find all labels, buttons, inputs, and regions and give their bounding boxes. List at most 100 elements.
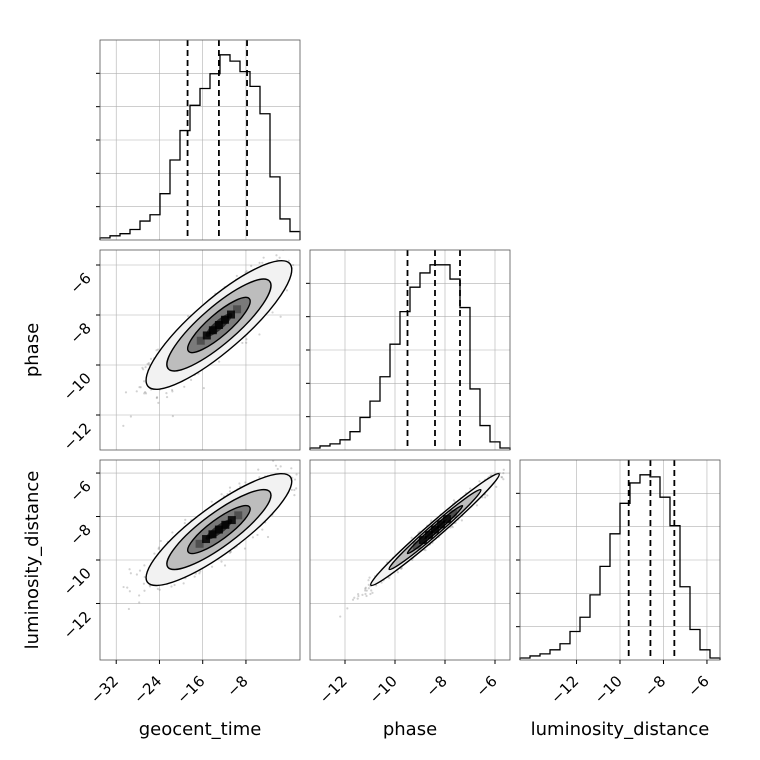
density-bin xyxy=(214,321,223,329)
scatter-point xyxy=(500,475,503,479)
scatter-point xyxy=(129,415,132,418)
scatter-point xyxy=(159,539,162,543)
scatter-point xyxy=(173,583,176,587)
histogram-phase xyxy=(306,249,511,451)
scatter-point xyxy=(267,241,269,243)
scatter-point xyxy=(135,573,138,576)
density-bin xyxy=(195,539,204,548)
scatter-point xyxy=(380,581,383,584)
scatter-point xyxy=(396,571,399,574)
y-tick-label-luminosity_distance: −6 xyxy=(66,477,94,505)
scatter-point xyxy=(346,607,349,610)
scatter-point xyxy=(357,594,360,598)
scatter-point xyxy=(361,593,364,596)
scatter-point xyxy=(126,586,129,589)
scatter-point xyxy=(146,362,149,366)
scatter-point xyxy=(139,386,142,389)
scatter-point xyxy=(124,391,128,394)
y-tick-label-phase: −12 xyxy=(60,419,95,454)
y-tick-label-luminosity_distance: −10 xyxy=(60,564,95,599)
scatter-point xyxy=(295,487,298,490)
scatter-point xyxy=(303,459,305,461)
scatter-point xyxy=(486,494,489,497)
density-bin xyxy=(227,310,236,319)
x-tick-label-luminosity_distance: −10 xyxy=(591,672,626,707)
scatter-point xyxy=(502,478,505,481)
y-axis-label-luminosity_distance: luminosity_distance xyxy=(22,471,43,650)
panel-frame xyxy=(99,249,301,451)
scatter-point xyxy=(295,473,298,476)
scatter-point xyxy=(220,560,223,563)
scatter-point xyxy=(307,258,309,260)
density-bin xyxy=(443,515,452,524)
scatter-point xyxy=(279,315,282,318)
scatter-point xyxy=(261,528,264,531)
scatter-point xyxy=(171,390,174,393)
scatter-point xyxy=(235,274,238,278)
density-bin xyxy=(418,536,427,545)
scatter-point xyxy=(187,315,190,318)
scatter-point xyxy=(293,494,296,497)
scatter-point xyxy=(143,564,146,567)
scatter-point xyxy=(189,378,193,381)
scatter-point xyxy=(193,575,196,578)
scatter-point xyxy=(127,607,130,611)
scatter-point xyxy=(142,368,145,371)
y-tick-label-phase: −10 xyxy=(60,369,95,404)
scatter-point xyxy=(142,582,146,585)
scatter-point xyxy=(220,493,223,496)
scatter-point xyxy=(171,531,174,534)
y-tick-label-luminosity_distance: −12 xyxy=(60,608,95,643)
scatter-point xyxy=(275,254,278,257)
histogram-geocent_time xyxy=(96,39,301,241)
scatter-panel-phase-luminosity_distance xyxy=(309,459,513,661)
density-bin xyxy=(234,511,243,520)
scatter-point xyxy=(511,460,513,462)
density-bin xyxy=(449,509,458,518)
scatter-point xyxy=(155,349,158,352)
scatter-point xyxy=(368,576,371,579)
scatter-point xyxy=(184,518,187,521)
panel-content xyxy=(122,238,309,427)
scatter-point xyxy=(276,467,279,471)
scatter-point xyxy=(148,585,152,588)
density-bin xyxy=(227,516,236,525)
scatter-point xyxy=(147,361,150,365)
scatter-point xyxy=(365,589,368,592)
scatter-point xyxy=(157,401,160,404)
x-tick-label-luminosity_distance: −12 xyxy=(547,672,582,707)
x-tick-label-geocent_time: −32 xyxy=(87,672,122,707)
scatter-point xyxy=(218,360,221,363)
density-bin xyxy=(214,525,223,534)
scatter-point xyxy=(143,392,146,395)
scatter-point xyxy=(256,533,259,537)
density-bin xyxy=(202,331,211,340)
scatter-point xyxy=(228,490,232,493)
scatter-point xyxy=(501,476,504,479)
scatter-point xyxy=(272,460,275,462)
scatter-point xyxy=(278,256,281,259)
scatter-point xyxy=(258,261,261,264)
scatter-point xyxy=(484,496,487,499)
scatter-point xyxy=(290,488,293,491)
scatter-panel-geocent_time-luminosity_distance xyxy=(99,459,305,661)
scatter-point xyxy=(307,238,309,240)
x-tick-label-luminosity_distance: −8 xyxy=(641,672,669,700)
scatter-point xyxy=(400,567,403,571)
scatter-point xyxy=(274,464,278,467)
density-bin xyxy=(208,326,217,335)
scatter-point xyxy=(122,585,125,589)
scatter-point xyxy=(228,486,232,489)
scatter-point xyxy=(388,576,391,580)
scatter-point xyxy=(198,572,201,575)
scatter-point xyxy=(367,587,370,590)
histogram-luminosity_distance xyxy=(516,459,721,661)
scatter-point xyxy=(144,366,147,369)
scatter-point xyxy=(144,392,148,395)
density-bin xyxy=(196,336,205,345)
scatter-point xyxy=(430,519,433,522)
scatter-point xyxy=(250,264,253,267)
x-axis-label-phase: phase xyxy=(383,719,437,740)
scatter-point xyxy=(339,615,342,618)
